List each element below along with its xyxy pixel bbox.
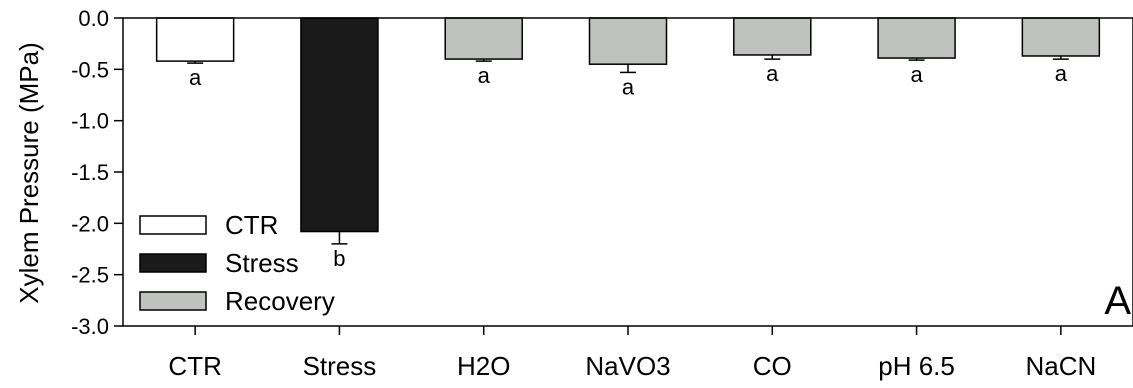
y-axis-title: Xylem Pressure (MPa) <box>14 42 44 304</box>
x-category-label: CTR <box>168 351 221 381</box>
legend-label: Recovery <box>225 286 335 316</box>
x-category-label: Stress <box>303 351 377 381</box>
bar-navo3 <box>588 17 668 65</box>
legend-label: CTR <box>225 210 278 240</box>
y-tick-label: -2.0 <box>71 211 109 236</box>
significance-letter: a <box>1055 61 1068 86</box>
bar-ph-6-5 <box>877 17 956 59</box>
y-tick-label: 0.0 <box>78 6 109 31</box>
legend-swatch <box>139 291 207 311</box>
bar-ctr <box>155 17 235 62</box>
bar-stress <box>300 17 379 233</box>
x-category-label: CO <box>753 351 792 381</box>
significance-letter: a <box>622 74 635 99</box>
legend-swatch <box>139 253 207 273</box>
panel-label: A <box>1104 279 1131 323</box>
y-tick-label: -3.0 <box>71 314 109 339</box>
x-category-label: NaVO3 <box>585 351 670 381</box>
x-category-label: H2O <box>457 351 510 381</box>
bar-h2o <box>444 17 523 60</box>
y-tick-label: -1.5 <box>71 160 109 185</box>
y-tick-label: -2.5 <box>71 263 109 288</box>
legend-label: Stress <box>225 248 299 278</box>
bar-nacn <box>1021 17 1101 57</box>
significance-letter: a <box>189 65 202 90</box>
x-category-label: NaCN <box>1025 351 1096 381</box>
significance-letter: a <box>910 62 923 87</box>
plot-frame <box>122 17 1133 327</box>
x-category-label: pH 6.5 <box>878 351 955 381</box>
y-tick-label: -1.0 <box>71 109 109 134</box>
significance-letter: b <box>333 246 345 271</box>
legend-swatch <box>139 215 207 235</box>
y-tick-label: -0.5 <box>71 57 109 82</box>
bar-co <box>733 17 812 56</box>
significance-letter: a <box>766 61 779 86</box>
significance-letter: a <box>478 63 491 88</box>
